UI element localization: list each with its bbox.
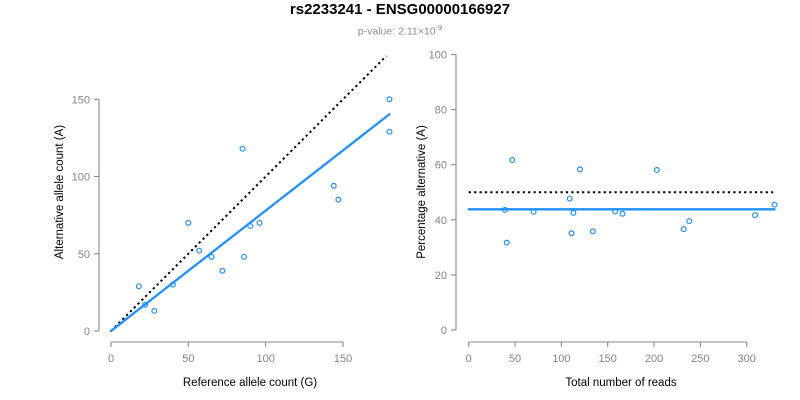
x-tick-label: 300 — [738, 353, 756, 365]
data-point — [142, 301, 149, 308]
data-point — [208, 253, 215, 260]
x-tick-label: 0 — [108, 353, 114, 365]
data-point — [568, 230, 575, 237]
data-point — [239, 145, 246, 152]
data-point — [771, 201, 778, 208]
data-point — [169, 281, 176, 288]
y-tick-label: 100 — [429, 50, 447, 62]
data-point — [752, 212, 759, 219]
x-tick-label: 250 — [691, 353, 709, 365]
y-tick-label: 0 — [84, 326, 90, 338]
y-tick-label: 40 — [435, 215, 447, 227]
data-point — [576, 166, 583, 173]
data-point — [386, 96, 393, 103]
y-axis-label: Alternative allele count (A) — [54, 125, 66, 259]
y-tick-label: 80 — [435, 105, 447, 117]
data-point — [196, 247, 203, 254]
y-tick-label: 50 — [78, 249, 90, 261]
pvalue-label: p-value: — [357, 25, 399, 38]
data-point — [612, 208, 619, 215]
data-point — [530, 208, 537, 215]
data-point — [686, 218, 693, 225]
y-tick-label: 100 — [72, 172, 90, 184]
data-point — [589, 228, 596, 235]
x-tick-label: 50 — [509, 353, 521, 365]
data-point — [135, 283, 142, 290]
x-axis-label: Reference allele count (G) — [183, 377, 317, 389]
figure-subtitle: p-value: 2.11×10-9 — [0, 21, 800, 39]
data-point — [653, 166, 660, 173]
data-point — [509, 157, 516, 164]
y-tick-label: 60 — [435, 160, 447, 172]
figure-title: rs2233241 - ENSG00000166927 — [289, 1, 511, 18]
x-tick-label: 150 — [599, 353, 617, 365]
data-point — [570, 209, 577, 216]
x-tick-label: 0 — [466, 353, 472, 365]
plot-percentage-vs-coverage: 0 50 100 150 200 250 300 0 20 40 60 80 100 Total numb… — [416, 50, 778, 389]
x-axis-label: Total number of reads — [565, 377, 676, 389]
pvalue-mantissa: 2.11×10 — [398, 25, 436, 38]
fit-line — [109, 113, 391, 333]
data-point — [247, 222, 254, 229]
data-point — [503, 239, 510, 246]
x-tick-label: 100 — [552, 353, 570, 365]
data-point — [501, 206, 508, 213]
y-tick-label: 0 — [441, 325, 447, 337]
data-point — [219, 267, 226, 274]
data-point — [256, 219, 263, 226]
x-tick-label: 100 — [257, 353, 275, 365]
y-axis-label: Percentage alternative (A) — [416, 125, 428, 259]
plot-allele-counts: 0 50 100 150 0 50 100 150 Reference allele count… — [54, 55, 393, 389]
identity-line — [110, 55, 388, 332]
data-point — [680, 226, 687, 233]
data-point — [330, 182, 337, 189]
y-tick-label: 20 — [435, 270, 447, 282]
x-tick-label: 200 — [645, 353, 663, 365]
data-point — [566, 195, 573, 202]
data-point — [619, 210, 626, 217]
x-tick-label: 150 — [334, 353, 352, 365]
pvalue-exponent: -9 — [435, 23, 443, 32]
data-point — [185, 219, 192, 226]
data-point — [335, 196, 342, 203]
data-point — [241, 253, 248, 260]
data-point — [386, 128, 393, 135]
y-tick-label: 150 — [72, 94, 90, 106]
data-point — [151, 307, 158, 314]
x-tick-label: 50 — [182, 353, 194, 365]
